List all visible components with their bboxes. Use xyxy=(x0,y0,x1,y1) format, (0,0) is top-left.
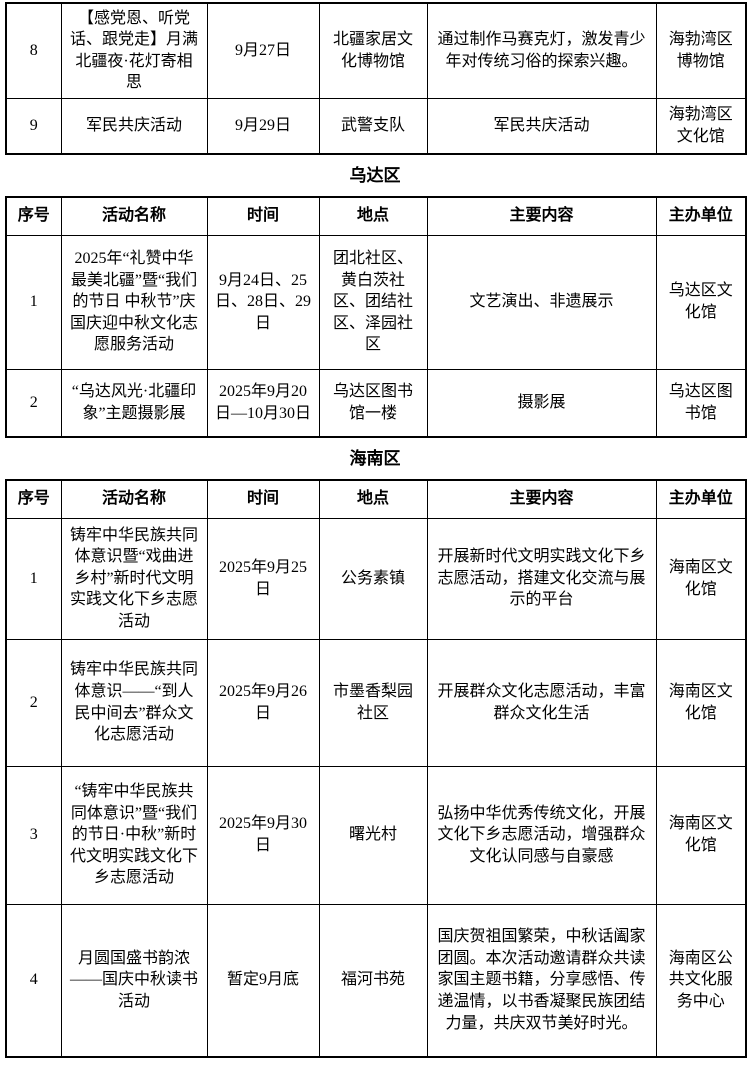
cell-location: 市墨香梨园社区 xyxy=(318,638,428,767)
cell-organizer: 海勃湾区文化馆 xyxy=(655,97,747,155)
cell-main-content: 开展群众文化志愿活动，丰富群众文化生活 xyxy=(426,638,657,767)
table-row: 4 月圆国盛书韵浓——国庆中秋读书活动 暂定9月底 福河书苑 国庆贺祖国繁荣，中… xyxy=(5,903,747,1058)
cell-time: 9月24日、25日、28日、29日 xyxy=(206,234,320,370)
cell-index: 3 xyxy=(5,765,62,905)
cell-main-content: 摄影展 xyxy=(426,368,657,438)
cell-time: 2025年9月30日 xyxy=(206,765,320,905)
table-row: 3 “铸牢中华民族共同体意识”暨“我们的节日·中秋”新时代文明实践文化下乡志愿活… xyxy=(5,765,747,905)
cell-index: 2 xyxy=(5,368,62,438)
cell-activity-name: 军民共庆活动 xyxy=(60,97,208,155)
cell-location: 乌达区图书馆一楼 xyxy=(318,368,428,438)
cell-time: 9月29日 xyxy=(206,97,320,155)
cell-location: 武警支队 xyxy=(318,97,428,155)
continued-activity-table: 8 【感党恩、听党话、跟党走】月满北疆夜·花灯寄相思 9月27日 北疆家居文化博… xyxy=(5,2,747,155)
cell-index: 4 xyxy=(5,903,62,1058)
cell-main-content: 军民共庆活动 xyxy=(426,97,657,155)
cell-organizer: 海南区公共文化服务中心 xyxy=(655,903,747,1058)
column-header-organizer: 主办单位 xyxy=(655,196,747,236)
table-row: 9 军民共庆活动 9月29日 武警支队 军民共庆活动 海勃湾区文化馆 xyxy=(5,97,747,155)
cell-time: 2025年9月25日 xyxy=(206,517,320,640)
cell-activity-name: 2025年“礼赞中华 最美北疆”暨“我们的节日 中秋节”庆国庆迎中秋文化志愿服务… xyxy=(60,234,208,370)
cell-activity-name: 【感党恩、听党话、跟党走】月满北疆夜·花灯寄相思 xyxy=(60,2,208,99)
cell-activity-name: 铸牢中华民族共同体意识暨“戏曲进乡村”新时代文明实践文化下乡志愿活动 xyxy=(60,517,208,640)
table-header-row: 序号 活动名称 时间 地点 主要内容 主办单位 xyxy=(5,479,747,519)
cell-organizer: 乌达区文化馆 xyxy=(655,234,747,370)
cell-index: 9 xyxy=(5,97,62,155)
column-header-organizer: 主办单位 xyxy=(655,479,747,519)
column-header-main-content: 主要内容 xyxy=(426,196,657,236)
cell-index: 1 xyxy=(5,234,62,370)
cell-organizer: 海南区文化馆 xyxy=(655,638,747,767)
cell-time: 9月27日 xyxy=(206,2,320,99)
column-header-index: 序号 xyxy=(5,479,62,519)
column-header-location: 地点 xyxy=(318,196,428,236)
cell-activity-name: 月圆国盛书韵浓——国庆中秋读书活动 xyxy=(60,903,208,1058)
cell-organizer: 海南区文化馆 xyxy=(655,765,747,905)
cell-main-content: 国庆贺祖国繁荣，中秋话阖家团圆。本次活动邀请群众共读家国主题书籍，分享感悟、传递… xyxy=(426,903,657,1058)
cell-main-content: 开展新时代文明实践文化下乡志愿活动，搭建文化交流与展示的平台 xyxy=(426,517,657,640)
cell-organizer: 海南区文化馆 xyxy=(655,517,747,640)
cell-location: 公务素镇 xyxy=(318,517,428,640)
cell-location: 团北社区、黄白茨社区、团结社区、泽园社区 xyxy=(318,234,428,370)
cell-index: 1 xyxy=(5,517,62,640)
cell-index: 2 xyxy=(5,638,62,767)
section-title-wuda: 乌达区 xyxy=(349,166,401,185)
column-header-location: 地点 xyxy=(318,479,428,519)
cell-main-content: 弘扬中华优秀传统文化，开展文化下乡志愿活动，增强群众文化认同感与自豪感 xyxy=(426,765,657,905)
wuda-activity-table: 序号 活动名称 时间 地点 主要内容 主办单位 1 2025年“礼赞中华 最美北… xyxy=(5,196,747,438)
cell-location: 福河书苑 xyxy=(318,903,428,1058)
section-title-hainan: 海南区 xyxy=(349,449,401,468)
table-row: 2 “乌达风光·北疆印象”主题摄影展 2025年9月20日—10月30日 乌达区… xyxy=(5,368,747,438)
column-header-activity-name: 活动名称 xyxy=(60,196,208,236)
cell-organizer: 乌达区图书馆 xyxy=(655,368,747,438)
cell-organizer: 海勃湾区博物馆 xyxy=(655,2,747,99)
column-header-activity-name: 活动名称 xyxy=(60,479,208,519)
table-row: 1 2025年“礼赞中华 最美北疆”暨“我们的节日 中秋节”庆国庆迎中秋文化志愿… xyxy=(5,234,747,370)
cell-index: 8 xyxy=(5,2,62,99)
cell-location: 曙光村 xyxy=(318,765,428,905)
hainan-activity-table: 序号 活动名称 时间 地点 主要内容 主办单位 1 铸牢中华民族共同体意识暨“戏… xyxy=(5,479,747,1058)
cell-time: 2025年9月26日 xyxy=(206,638,320,767)
table-row: 2 铸牢中华民族共同体意识——“到人民中间去”群众文化志愿活动 2025年9月2… xyxy=(5,638,747,767)
cell-time: 暂定9月底 xyxy=(206,903,320,1058)
cell-activity-name: “铸牢中华民族共同体意识”暨“我们的节日·中秋”新时代文明实践文化下乡志愿活动 xyxy=(60,765,208,905)
column-header-main-content: 主要内容 xyxy=(426,479,657,519)
column-header-index: 序号 xyxy=(5,196,62,236)
cell-activity-name: “乌达风光·北疆印象”主题摄影展 xyxy=(60,368,208,438)
cell-location: 北疆家居文化博物馆 xyxy=(318,2,428,99)
table-header-row: 序号 活动名称 时间 地点 主要内容 主办单位 xyxy=(5,196,747,236)
table-row: 1 铸牢中华民族共同体意识暨“戏曲进乡村”新时代文明实践文化下乡志愿活动 202… xyxy=(5,517,747,640)
column-header-time: 时间 xyxy=(206,479,320,519)
cell-activity-name: 铸牢中华民族共同体意识——“到人民中间去”群众文化志愿活动 xyxy=(60,638,208,767)
column-header-time: 时间 xyxy=(206,196,320,236)
cell-time: 2025年9月20日—10月30日 xyxy=(206,368,320,438)
cell-main-content: 通过制作马赛克灯，激发青少年对传统习俗的探索兴趣。 xyxy=(426,2,657,99)
table-row: 8 【感党恩、听党话、跟党走】月满北疆夜·花灯寄相思 9月27日 北疆家居文化博… xyxy=(5,2,747,99)
cell-main-content: 文艺演出、非遗展示 xyxy=(426,234,657,370)
